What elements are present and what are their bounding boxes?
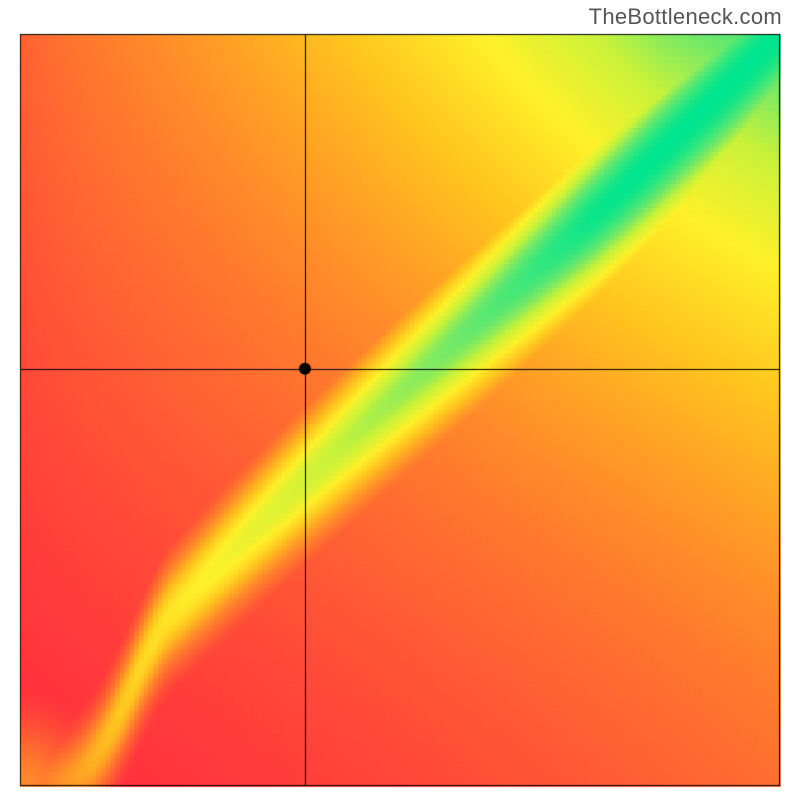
- watermark-text: TheBottleneck.com: [589, 4, 782, 30]
- heatmap-chart: [0, 0, 800, 800]
